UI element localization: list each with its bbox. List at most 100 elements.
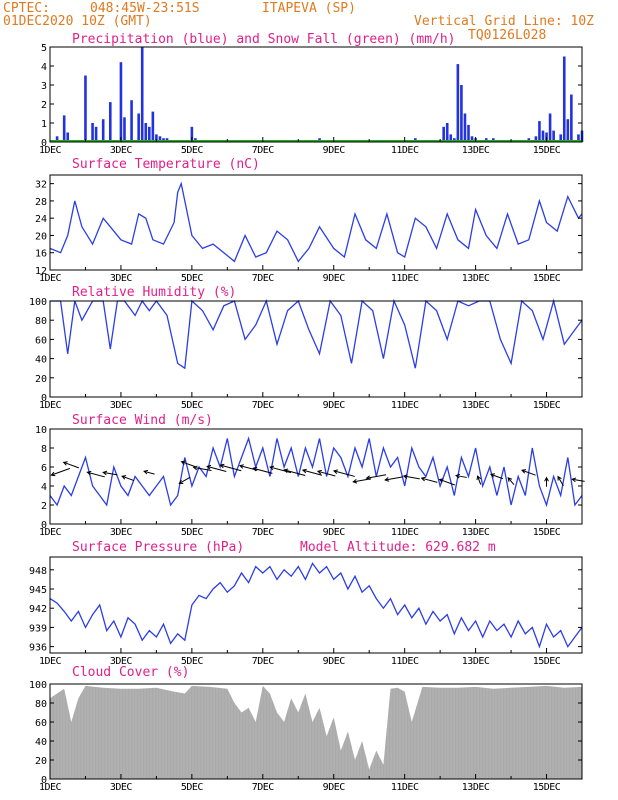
x-tick-label: 9DEC — [323, 782, 346, 793]
precip-bar — [155, 134, 158, 142]
wind-arrow — [269, 466, 292, 474]
wind-arrowhead — [402, 474, 408, 479]
wind-arrowhead — [143, 469, 149, 475]
x-tick-label: 7DEC — [252, 782, 275, 793]
x-tick-label: 5DEC — [181, 656, 204, 667]
wind-arrow — [220, 464, 242, 472]
x-tick-label: 3DEC — [110, 527, 133, 538]
wind-arrow — [507, 477, 515, 486]
y-tick-label: 20 — [35, 374, 47, 385]
wind-arrow — [333, 470, 355, 477]
x-tick-label: 15DEC — [533, 273, 561, 284]
x-tick-label: 15DEC — [533, 145, 561, 156]
x-tick-label: 11DEC — [391, 527, 419, 538]
series-line — [50, 298, 583, 370]
wind-arrow — [477, 475, 482, 485]
y-tick-label: 948 — [29, 566, 47, 577]
wind-arrow — [179, 476, 191, 484]
x-tick-label: 5DEC — [181, 145, 204, 156]
x-tick-label: 9DEC — [323, 400, 346, 411]
x-tick-label: 3DEC — [110, 273, 133, 284]
wind-arrowhead — [180, 460, 186, 466]
precip-bar — [460, 85, 463, 142]
wind-arrow — [439, 478, 456, 486]
wind-arrow — [284, 469, 306, 476]
x-tick-label: 1DEC — [39, 273, 62, 284]
panel-frame — [49, 174, 583, 271]
x-tick-label: 9DEC — [323, 527, 346, 538]
x-tick-label: 7DEC — [252, 527, 275, 538]
wind-arrow — [253, 467, 273, 474]
wind-arrowhead — [238, 464, 244, 469]
wind-arrowhead — [489, 473, 495, 478]
y-tick-label: 0 — [41, 393, 47, 404]
precip-bar — [470, 136, 474, 142]
y-tick-label: 20 — [35, 756, 47, 767]
wind-arrowhead — [316, 469, 322, 475]
precip-bar — [137, 113, 140, 142]
wind-arrowhead — [438, 478, 444, 483]
wind-arrow — [181, 461, 196, 468]
precip-bar — [445, 123, 449, 142]
wind-arrow — [353, 478, 372, 483]
precip-bar — [130, 100, 133, 142]
panel-frame — [49, 300, 583, 398]
y-tick-label: 60 — [35, 718, 47, 729]
y-tick-label: 40 — [35, 355, 47, 366]
y-tick-label: 0 — [41, 520, 47, 531]
x-tick-label: 5DEC — [181, 273, 204, 284]
wind-arrowhead — [476, 475, 481, 481]
wind-arrow — [421, 477, 438, 483]
precip-bar — [66, 132, 70, 142]
x-tick-label: 11DEC — [391, 145, 419, 156]
precip-bar — [456, 64, 460, 142]
y-tick-label: 24 — [35, 214, 47, 225]
y-tick-label: 20 — [35, 231, 47, 242]
wind-arrowhead — [455, 473, 461, 479]
y-tick-label: 936 — [29, 643, 47, 654]
precip-bar — [158, 136, 162, 142]
wind-arrowhead — [283, 468, 289, 474]
wind-arrowhead — [62, 461, 68, 466]
precip-bar — [562, 56, 566, 142]
y-tick-label: 0 — [41, 775, 47, 786]
y-tick-label: 5 — [41, 43, 47, 54]
wind-arrow — [366, 474, 387, 479]
panel-4: Surface Pressure (hPa) Model Altitude: 62… — [29, 540, 583, 667]
x-tick-label: 13DEC — [462, 782, 490, 793]
wind-arrowhead — [178, 479, 184, 484]
y-tick-label: 80 — [35, 699, 47, 710]
precip-bar — [190, 126, 194, 142]
precip-bar — [94, 126, 98, 142]
panel-title: Surface Wind (m/s) — [72, 413, 213, 428]
x-tick-label: 1DEC — [39, 527, 62, 538]
x-tick-label: 1DEC — [39, 656, 62, 667]
wind-arrowhead — [332, 469, 338, 474]
precip-bar — [548, 113, 552, 142]
y-tick-label: 945 — [29, 585, 47, 596]
panel-0: Precipitation (blue) and Snow Fall (gree… — [39, 32, 584, 156]
panel-title: Precipitation (blue) and Snow Fall (gree… — [72, 32, 456, 47]
wind-arrow — [121, 475, 135, 482]
header-location: ITAPEVA (SP) — [262, 1, 356, 16]
panel-title: Cloud Cover (%) — [72, 665, 189, 680]
y-tick-label: 0 — [41, 138, 47, 149]
y-tick-label: 12 — [35, 266, 47, 277]
wind-arrow — [572, 478, 585, 482]
panels: Precipitation (blue) and Snow Fall (gree… — [29, 32, 585, 793]
wind-arrowhead — [507, 477, 513, 482]
panel-title: Surface Pressure (hPa) — [72, 540, 244, 555]
panel-title: Surface Temperature (nC) — [72, 157, 260, 172]
y-tick-label: 16 — [35, 249, 47, 260]
cloud-area — [50, 685, 582, 779]
y-tick-label: 60 — [35, 335, 47, 346]
panel-frame — [49, 683, 583, 780]
x-tick-label: 7DEC — [252, 400, 275, 411]
wind-arrowhead — [544, 476, 549, 482]
x-tick-label: 13DEC — [462, 273, 490, 284]
wind-arrow — [143, 470, 155, 475]
wind-arrowhead — [301, 468, 307, 474]
wind-arrow — [557, 476, 564, 487]
x-tick-label: 1DEC — [39, 145, 62, 156]
y-tick-label: 28 — [35, 197, 47, 208]
